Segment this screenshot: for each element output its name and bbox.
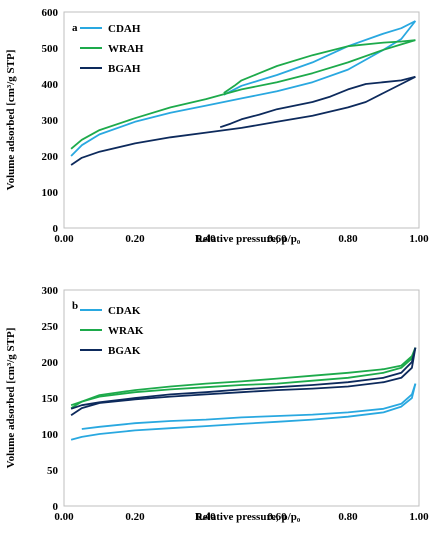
series-line-wrak-adsorption [70, 347, 417, 409]
y-tick-label: 100 [42, 187, 59, 199]
plot-frame [63, 289, 420, 507]
y-tick-label: 100 [42, 429, 59, 441]
legend-label-bgak: BGAK [108, 345, 141, 357]
series-line-bgah-desorption [219, 75, 416, 129]
series-line-cdak-desorption [81, 383, 417, 430]
chart-panel-a: 0 100 200 300 400 500 600 0.00 0.20 0.40 0.60 0.80 1… [5, 7, 429, 245]
series-line-wrah-desorption [223, 39, 416, 94]
series-line-bgak-desorption [70, 347, 417, 410]
x-tick-label: 1.00 [409, 511, 429, 523]
x-tick-label: 0.80 [338, 511, 358, 523]
y-tick-label: 50 [47, 465, 59, 477]
y-tick-label: 300 [42, 285, 59, 297]
x-axis-label: Relative pressure, p/p₀ [195, 511, 301, 523]
series-line-wrak-desorption [70, 347, 417, 407]
x-tick-label: 0.40 [196, 233, 216, 245]
series-bgah [70, 75, 416, 166]
y-tick-label: 600 [42, 7, 59, 19]
y-tick-label: 400 [42, 79, 59, 91]
panel-label: a [72, 22, 78, 34]
legend-label-bgah: BGAH [108, 63, 141, 75]
y-tick-label: 200 [42, 357, 59, 369]
y-tick-label: 150 [42, 393, 59, 405]
x-tick-label: 0.20 [125, 233, 145, 245]
legend-label-cdah: CDAH [108, 23, 141, 35]
x-tick-label: 0.20 [125, 511, 145, 523]
panel-label: b [72, 300, 78, 312]
series-bgak [70, 347, 417, 417]
y-tick-label: 250 [42, 321, 59, 333]
y-axis-label: Volume adsorbed [cm³/g STP] [5, 328, 17, 469]
legend-label-wrak: WRAK [108, 325, 144, 337]
legend-label-wrah: WRAH [108, 43, 144, 55]
chart-panel-b: 0 50 100 150 200 250 300 0.00 0.20 0.40 0.60 0.80 1.… [5, 285, 429, 523]
y-tick-label: 0 [53, 501, 59, 513]
x-axis-label: Relative pressure, p/p₀ [195, 233, 301, 245]
series-line-cdak-adsorption [70, 383, 417, 441]
series-line-cdah-desorption [223, 20, 416, 96]
series-wrak [70, 347, 417, 409]
y-axis-label: Volume adsorbed [cm³/g STP] [5, 50, 17, 191]
x-tick-label: 0.40 [196, 511, 216, 523]
y-tick-label: 200 [42, 151, 59, 163]
x-tick-label: 0.60 [267, 233, 287, 245]
series-wrah [70, 39, 416, 150]
y-tick-label: 0 [53, 223, 59, 235]
series-line-wrah-adsorption [70, 39, 416, 150]
x-tick-label: 0.00 [54, 511, 74, 523]
y-tick-label: 500 [42, 43, 59, 55]
y-tick-label: 300 [42, 115, 59, 127]
x-tick-label: 0.60 [267, 511, 287, 523]
x-tick-label: 0.80 [338, 233, 358, 245]
plot-frame [63, 11, 420, 229]
legend-label-cdak: CDAK [108, 305, 141, 317]
x-tick-label: 0.00 [54, 233, 74, 245]
x-tick-label: 1.00 [409, 233, 429, 245]
series-line-bgah-adsorption [70, 75, 416, 166]
series-cdak [70, 383, 417, 441]
